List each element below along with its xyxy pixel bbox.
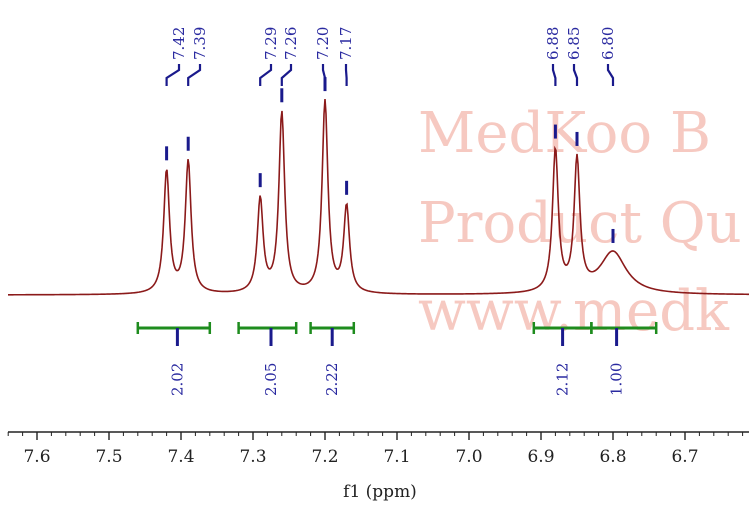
peak-connector — [551, 64, 557, 86]
x-tick-label: 7.2 — [311, 447, 338, 467]
x-axis-title: f1 (ppm) — [343, 482, 417, 502]
integral-region: 1.00 — [590, 322, 658, 396]
integral-region: 2.22 — [309, 322, 356, 396]
peak-markers: 7.42 7.39 7.29 7.26 7.20 7.17 6.88 6.85 6.80 — [165, 27, 617, 243]
watermark: MedKoo B Product Qu www.medk — [418, 101, 742, 344]
peak-connector — [606, 64, 615, 86]
x-tick-label: 7.3 — [239, 447, 266, 467]
peak-label: 7.29 — [262, 27, 280, 60]
peak-connector — [187, 64, 202, 86]
peak-label: 6.85 — [565, 27, 583, 60]
peak-connector — [280, 64, 293, 86]
x-tick-label: 7.5 — [95, 447, 122, 467]
x-tick-label: 7.4 — [167, 447, 194, 467]
peak-label: 7.26 — [282, 27, 300, 60]
x-tick-label: 6.8 — [599, 447, 626, 467]
peak-label: 7.39 — [191, 27, 209, 60]
watermark-line-3: www.medk — [418, 279, 730, 344]
peak-label: 6.80 — [599, 27, 617, 60]
x-tick-label: 7.6 — [23, 447, 50, 467]
integral-value: 2.05 — [262, 363, 280, 396]
x-tick-label: 6.9 — [527, 447, 554, 467]
peak-connector — [344, 64, 348, 86]
spectrum-line — [7, 99, 749, 296]
watermark-line-1: MedKoo B — [418, 101, 711, 166]
peak-connector — [572, 64, 579, 86]
integral-value: 2.02 — [168, 363, 186, 396]
peak-connector — [165, 64, 181, 86]
integral-value: 1.00 — [608, 363, 626, 396]
peak-connector — [321, 64, 327, 86]
integrals: 2.02 2.05 2.22 2.12 1.00 — [136, 322, 658, 396]
integral-value: 2.22 — [323, 363, 341, 396]
peak-connector — [259, 64, 273, 86]
peak-label: 7.42 — [170, 27, 188, 60]
x-tick-label: 7.0 — [455, 447, 482, 467]
integral-value: 2.12 — [554, 363, 572, 396]
peak-label: 6.88 — [544, 27, 562, 60]
integral-region: 2.05 — [237, 322, 298, 396]
x-tick-label: 6.7 — [671, 447, 698, 467]
integral-region: 2.02 — [136, 322, 212, 396]
spectrum — [7, 99, 749, 296]
peak-label: 7.17 — [337, 27, 355, 60]
x-tick-label: 7.1 — [383, 447, 410, 467]
x-axis: 7.6 7.5 7.4 7.3 7.2 7.1 7.0 6.9 6.8 6.7 — [7, 431, 749, 467]
peak-label: 7.20 — [314, 27, 332, 60]
